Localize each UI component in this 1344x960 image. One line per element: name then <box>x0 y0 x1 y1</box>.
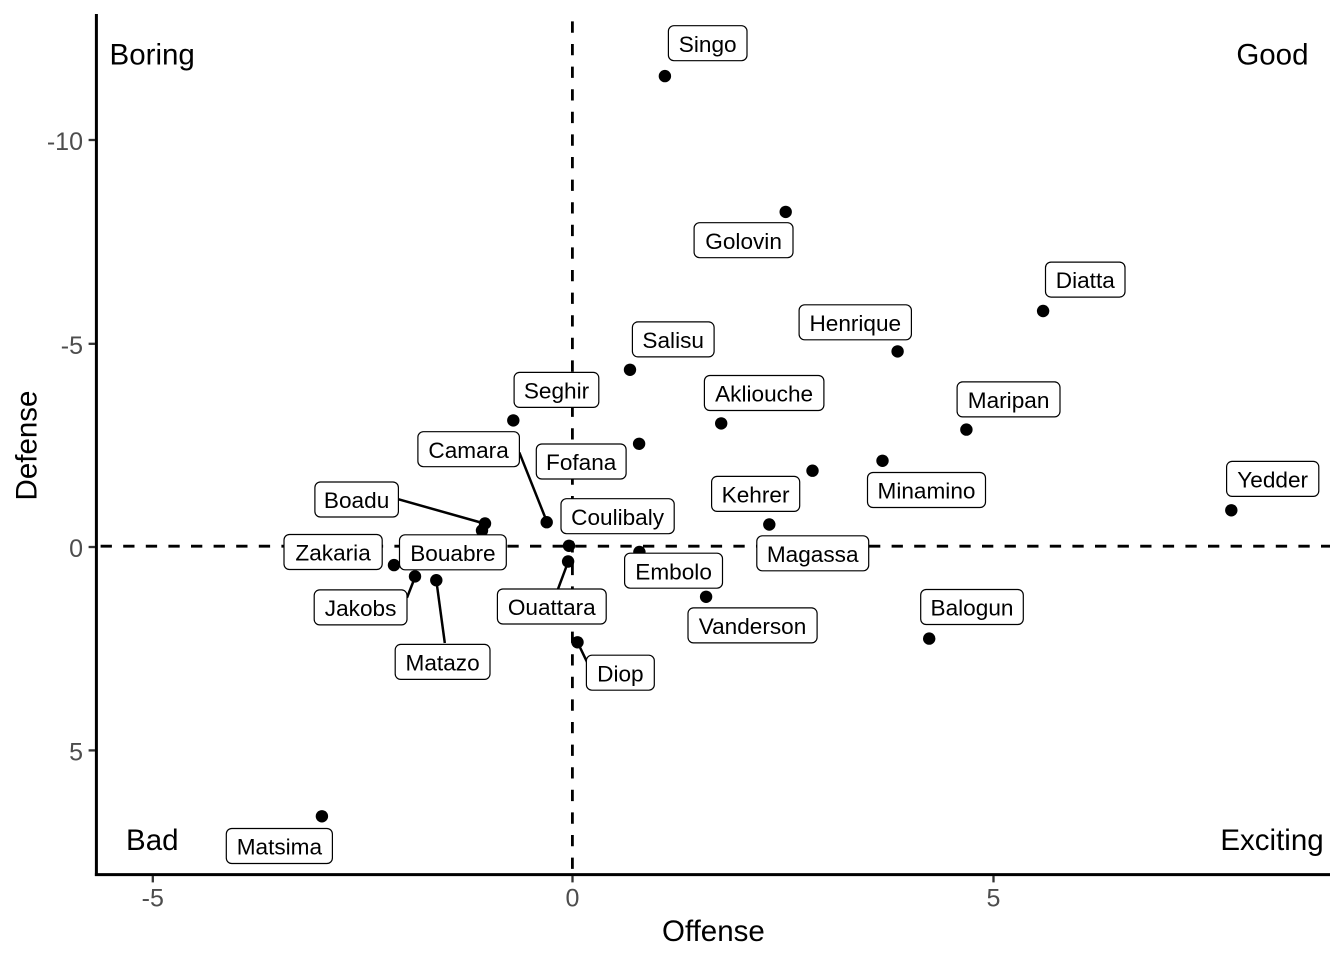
svg-text:Coulibaly: Coulibaly <box>571 505 665 530</box>
svg-text:Diop: Diop <box>597 661 643 686</box>
svg-text:5: 5 <box>987 884 1001 912</box>
svg-text:5: 5 <box>69 738 83 766</box>
svg-text:Zakaria: Zakaria <box>295 541 371 566</box>
svg-text:Henrique: Henrique <box>809 311 901 336</box>
svg-text:Yedder: Yedder <box>1237 468 1308 493</box>
svg-text:Golovin: Golovin <box>705 229 782 254</box>
svg-text:Bad: Bad <box>126 824 179 857</box>
svg-text:Boadu: Boadu <box>324 488 389 513</box>
svg-text:Magassa: Magassa <box>767 542 859 567</box>
svg-text:Balogun: Balogun <box>931 596 1014 621</box>
svg-text:Vanderson: Vanderson <box>699 614 807 639</box>
svg-text:Seghir: Seghir <box>524 379 590 404</box>
svg-text:Bouabre: Bouabre <box>410 541 495 566</box>
svg-text:Exciting: Exciting <box>1220 824 1323 857</box>
svg-text:Good: Good <box>1236 39 1308 72</box>
svg-text:Fofana: Fofana <box>546 450 617 475</box>
svg-text:Minamino: Minamino <box>878 479 976 504</box>
svg-text:-10: -10 <box>47 128 83 156</box>
svg-text:-5: -5 <box>61 332 83 360</box>
svg-text:0: 0 <box>69 535 83 563</box>
svg-text:0: 0 <box>566 884 580 912</box>
svg-text:Embolo: Embolo <box>635 559 712 584</box>
svg-text:-5: -5 <box>142 884 164 912</box>
svg-text:Offense: Offense <box>662 915 765 948</box>
svg-text:Ouattara: Ouattara <box>508 595 596 620</box>
svg-text:Matazo: Matazo <box>406 651 480 676</box>
svg-text:Akliouche: Akliouche <box>715 382 813 407</box>
svg-text:Salisu: Salisu <box>642 328 704 353</box>
svg-text:Camara: Camara <box>428 438 509 463</box>
svg-text:Maripan: Maripan <box>968 388 1050 413</box>
svg-text:Singo: Singo <box>679 32 737 57</box>
svg-text:Diatta: Diatta <box>1056 268 1115 293</box>
svg-text:Matsima: Matsima <box>237 835 323 860</box>
svg-text:Boring: Boring <box>110 39 195 72</box>
svg-text:Defense: Defense <box>11 391 44 501</box>
svg-text:Jakobs: Jakobs <box>325 596 397 621</box>
svg-text:Kehrer: Kehrer <box>722 483 790 508</box>
